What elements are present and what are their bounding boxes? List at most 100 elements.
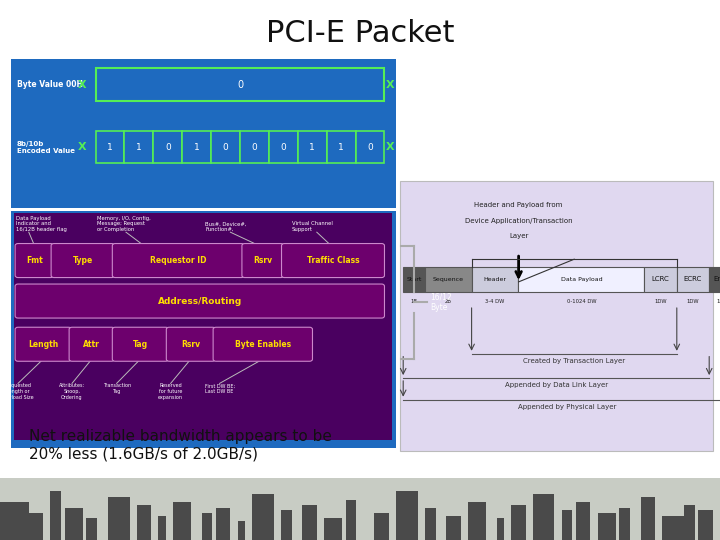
Bar: [238, 521, 245, 540]
Text: Type: Type: [73, 256, 93, 265]
FancyBboxPatch shape: [112, 327, 168, 361]
Bar: [533, 494, 554, 540]
Text: First DW BE;
Last DW BE: First DW BE; Last DW BE: [204, 383, 235, 394]
Text: Traffic Class: Traffic Class: [307, 256, 359, 265]
Text: Header: Header: [484, 277, 506, 282]
Bar: [29, 513, 43, 540]
Bar: [497, 518, 504, 540]
Text: 0: 0: [251, 143, 257, 152]
Text: 1DW: 1DW: [687, 299, 699, 304]
Text: Created by Transaction Layer: Created by Transaction Layer: [523, 358, 625, 364]
Text: Appended by Data Link Layer: Appended by Data Link Layer: [505, 382, 608, 388]
Bar: [400, 181, 713, 451]
Text: 1B: 1B: [410, 299, 418, 304]
Bar: [619, 508, 630, 540]
FancyBboxPatch shape: [242, 244, 284, 278]
Text: Byte Value 00H: Byte Value 00H: [17, 80, 83, 89]
Text: 1: 1: [194, 143, 199, 152]
Bar: [298, 131, 327, 163]
Text: Device Application/Transaction: Device Application/Transaction: [465, 218, 572, 224]
Text: Transaction
Tag: Transaction Tag: [102, 383, 131, 394]
Text: Address/Routing: Address/Routing: [158, 296, 242, 306]
Text: Rsrv: Rsrv: [253, 256, 272, 265]
Bar: [677, 267, 709, 292]
FancyBboxPatch shape: [166, 327, 215, 361]
Bar: [472, 267, 518, 292]
Bar: [173, 502, 191, 540]
Text: 8b/10b
Encoded Value: 8b/10b Encoded Value: [17, 140, 75, 153]
Bar: [662, 516, 684, 540]
Text: Attributes:
Snoop,
Ordering: Attributes: Snoop, Ordering: [59, 383, 85, 400]
Text: LCRC: LCRC: [652, 276, 670, 282]
Text: 1B: 1B: [716, 299, 720, 304]
Text: 1: 1: [338, 143, 344, 152]
Text: 0: 0: [165, 143, 171, 152]
Text: Header and Payload from: Header and Payload from: [474, 202, 563, 208]
Text: X: X: [78, 142, 87, 152]
Text: 1DW: 1DW: [654, 299, 667, 304]
Bar: [11, 211, 396, 448]
Text: Data Payload
Indicator and
16/12B header flag: Data Payload Indicator and 16/12B header…: [16, 215, 67, 232]
FancyBboxPatch shape: [51, 244, 114, 278]
Text: Layer: Layer: [509, 233, 528, 239]
Text: Rsrv: Rsrv: [181, 340, 200, 349]
Bar: [698, 510, 713, 540]
Text: 0-1024 DW: 0-1024 DW: [567, 299, 596, 304]
Bar: [153, 131, 182, 163]
Text: X: X: [386, 142, 395, 152]
Bar: [346, 500, 356, 540]
Text: Fmt: Fmt: [26, 256, 42, 265]
Bar: [511, 505, 526, 540]
Bar: [11, 59, 396, 208]
Bar: [562, 510, 572, 540]
Bar: [327, 131, 356, 163]
Bar: [137, 505, 151, 540]
Text: X: X: [78, 79, 87, 90]
Text: Attr: Attr: [84, 340, 100, 349]
FancyBboxPatch shape: [69, 327, 114, 361]
Bar: [446, 516, 461, 540]
Text: Reserved
for future
expansion: Reserved for future expansion: [158, 383, 183, 400]
Text: 1: 1: [310, 143, 315, 152]
Text: Data Payload: Data Payload: [561, 277, 602, 282]
Bar: [108, 497, 130, 540]
Bar: [96, 68, 384, 101]
Bar: [202, 513, 212, 540]
Bar: [86, 518, 97, 540]
Bar: [518, 267, 644, 292]
FancyBboxPatch shape: [213, 327, 312, 361]
Text: 0: 0: [222, 143, 228, 152]
Bar: [425, 267, 472, 292]
FancyBboxPatch shape: [112, 244, 244, 278]
Text: Requestor ID: Requestor ID: [150, 256, 207, 265]
Text: ECRC: ECRC: [684, 276, 702, 282]
Text: Net realizable bandwidth appears to be
20% less (1.6GB/s of 2.0GB/s): Net realizable bandwidth appears to be 2…: [29, 429, 332, 462]
Bar: [468, 502, 486, 540]
Bar: [182, 131, 211, 163]
Text: Bus#, Device#,
Function#,: Bus#, Device#, Function#,: [205, 221, 246, 232]
Text: 0: 0: [281, 143, 287, 152]
Text: 1: 1: [136, 143, 142, 152]
Text: 0: 0: [237, 79, 243, 90]
Bar: [324, 518, 342, 540]
Bar: [644, 267, 677, 292]
FancyBboxPatch shape: [15, 244, 53, 278]
Bar: [65, 508, 83, 540]
Bar: [0, 502, 29, 540]
Bar: [403, 267, 425, 292]
Bar: [374, 513, 389, 540]
Bar: [96, 131, 125, 163]
Text: Byte Enables: Byte Enables: [235, 340, 291, 349]
Text: Memory, I/O, Config,
Message; Request
or Completion: Memory, I/O, Config, Message; Request or…: [97, 215, 151, 232]
FancyBboxPatch shape: [282, 244, 384, 278]
Bar: [125, 131, 153, 163]
Bar: [576, 502, 590, 540]
Text: 2B: 2B: [445, 299, 451, 304]
Text: Appended by Physical Layer: Appended by Physical Layer: [518, 404, 616, 410]
Text: Virtual Channel
Support: Virtual Channel Support: [292, 221, 333, 232]
Text: Start: Start: [406, 277, 422, 282]
Bar: [0, 478, 720, 540]
Bar: [684, 505, 695, 540]
Bar: [356, 131, 384, 163]
Bar: [302, 505, 317, 540]
